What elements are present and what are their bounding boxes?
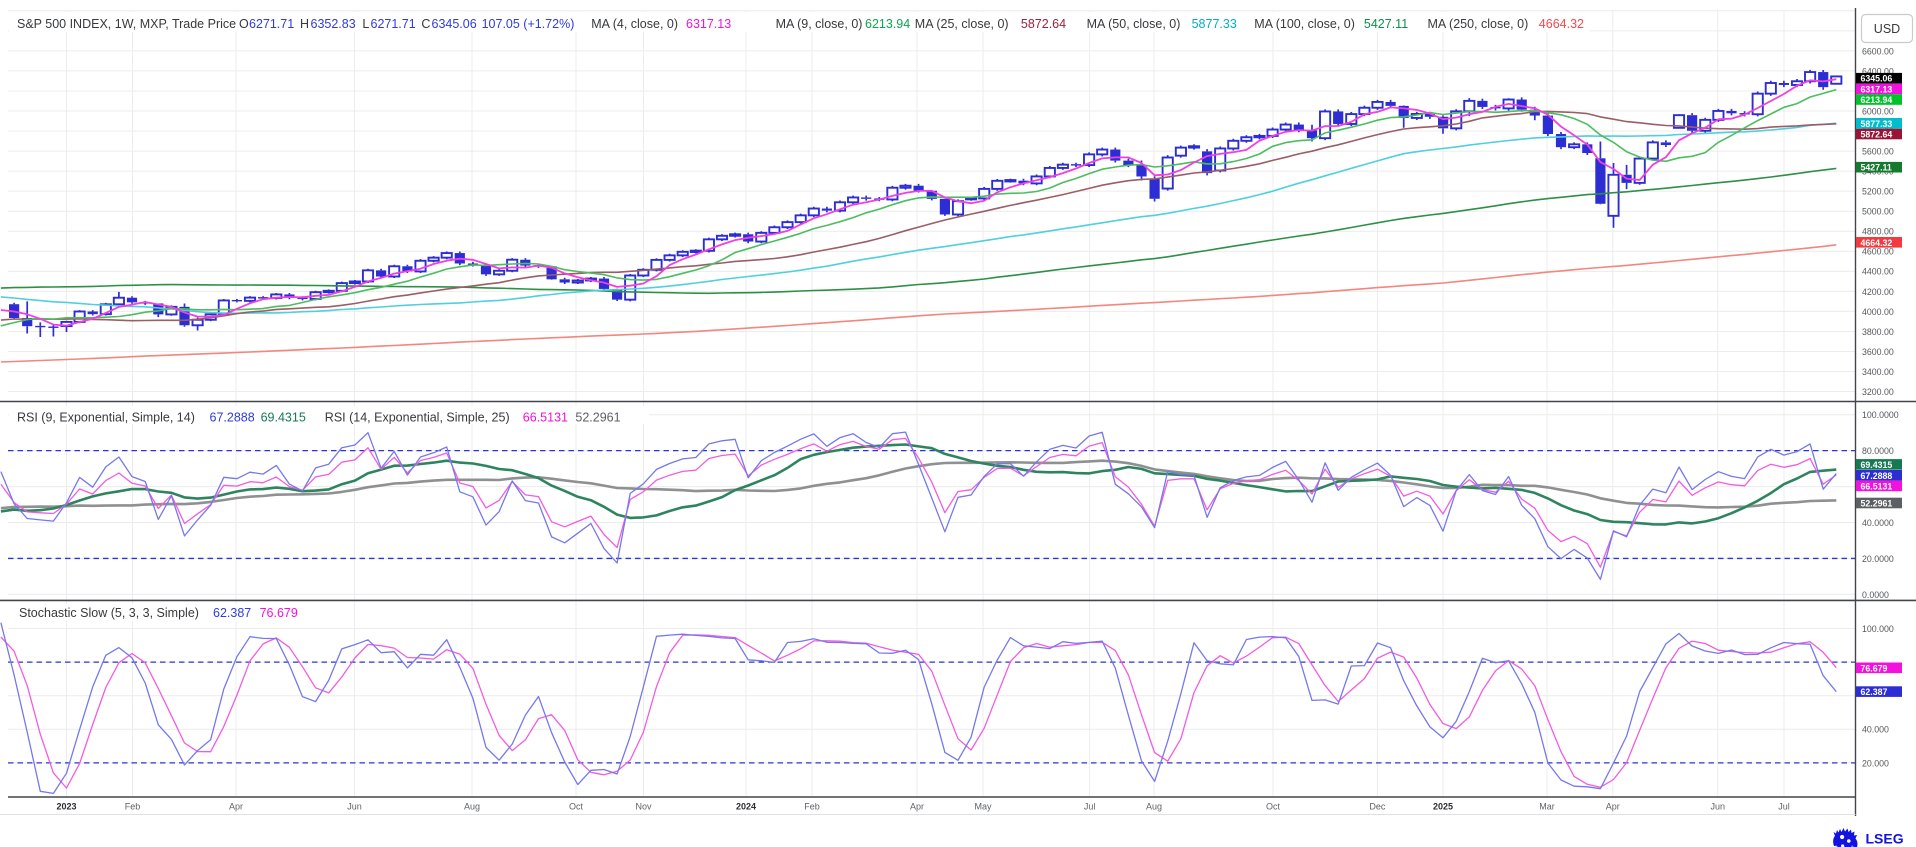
svg-text:4400.00: 4400.00	[1862, 267, 1894, 277]
svg-text:MA (100, close, 0): MA (100, close, 0)	[1254, 17, 1355, 31]
svg-text:RSI (9, Exponential, Simple, 1: RSI (9, Exponential, Simple, 14)	[17, 410, 195, 424]
svg-text:C: C	[421, 17, 430, 31]
svg-text:2023: 2023	[56, 802, 76, 812]
svg-text:Jun: Jun	[347, 802, 362, 812]
svg-text:3400.00: 3400.00	[1862, 367, 1894, 377]
svg-text:5200.00: 5200.00	[1862, 187, 1894, 197]
svg-text:MA (4, close, 0): MA (4, close, 0)	[591, 17, 678, 31]
svg-text:S&P 500 INDEX, 1W, MXP, Trade: S&P 500 INDEX, 1W, MXP, Trade Price	[17, 17, 236, 31]
svg-text:66.5131: 66.5131	[523, 410, 568, 424]
svg-text:6213.94: 6213.94	[1861, 95, 1893, 105]
svg-text:6345.06: 6345.06	[432, 17, 477, 31]
svg-text:LSEG: LSEG	[1866, 831, 1904, 847]
svg-text:5877.33: 5877.33	[1861, 119, 1893, 129]
svg-text:100.000: 100.000	[1862, 624, 1894, 634]
svg-text:Stochastic Slow (5, 3, 3, Simp: Stochastic Slow (5, 3, 3, Simple)	[19, 606, 199, 620]
svg-text:4664.32: 4664.32	[1861, 238, 1893, 248]
svg-text:2025: 2025	[1433, 802, 1453, 812]
svg-text:MA (9, close, 0): MA (9, close, 0)	[776, 17, 863, 31]
svg-text:Oct: Oct	[569, 802, 584, 812]
svg-text:O: O	[239, 17, 249, 31]
svg-text:Apr: Apr	[229, 802, 243, 812]
svg-text:6271.71: 6271.71	[249, 17, 294, 31]
svg-text:Mar: Mar	[1539, 802, 1555, 812]
svg-text:6271.71: 6271.71	[371, 17, 416, 31]
svg-text:6213.94: 6213.94	[865, 17, 910, 31]
svg-text:62.387: 62.387	[213, 606, 251, 620]
svg-text:MA (250, close, 0): MA (250, close, 0)	[1428, 17, 1529, 31]
svg-text:MA (50, close, 0): MA (50, close, 0)	[1087, 17, 1181, 31]
svg-text:52.2961: 52.2961	[575, 410, 620, 424]
svg-text:62.387: 62.387	[1861, 687, 1888, 697]
svg-text:3200.00: 3200.00	[1862, 387, 1894, 397]
svg-text:Apr: Apr	[1606, 802, 1620, 812]
svg-text:5427.11: 5427.11	[1364, 17, 1408, 31]
svg-text:Nov: Nov	[635, 802, 652, 812]
svg-text:66.5131: 66.5131	[1861, 481, 1893, 491]
svg-text:6600.00: 6600.00	[1862, 46, 1894, 56]
svg-text:20.0000: 20.0000	[1862, 554, 1894, 564]
svg-text:Jul: Jul	[1084, 802, 1096, 812]
svg-text:67.2888: 67.2888	[1861, 471, 1893, 481]
svg-text:May: May	[974, 802, 992, 812]
svg-text:L: L	[362, 17, 369, 31]
svg-text:4664.32: 4664.32	[1539, 17, 1584, 31]
svg-text:Dec: Dec	[1369, 802, 1386, 812]
svg-text:6352.83: 6352.83	[311, 17, 356, 31]
svg-text:MA (25, close, 0): MA (25, close, 0)	[915, 17, 1009, 31]
svg-text:H: H	[300, 17, 309, 31]
svg-text:2024: 2024	[736, 802, 756, 812]
svg-text:6000.00: 6000.00	[1862, 106, 1894, 116]
svg-text:5872.64: 5872.64	[1021, 17, 1066, 31]
svg-text:3600.00: 3600.00	[1862, 347, 1894, 357]
svg-text:5427.11: 5427.11	[1861, 163, 1892, 173]
svg-text:3800.00: 3800.00	[1862, 327, 1894, 337]
svg-text:Feb: Feb	[125, 802, 141, 812]
svg-text:4800.00: 4800.00	[1862, 227, 1894, 237]
svg-text:Jul: Jul	[1778, 802, 1790, 812]
svg-text:52.2961: 52.2961	[1861, 499, 1893, 509]
svg-text:4600.00: 4600.00	[1862, 247, 1894, 257]
svg-text:76.679: 76.679	[260, 606, 298, 620]
svg-text:6317.13: 6317.13	[1861, 84, 1893, 94]
svg-text:5877.33: 5877.33	[1192, 17, 1237, 31]
svg-text:69.4315: 69.4315	[261, 410, 306, 424]
svg-text:40.000: 40.000	[1862, 725, 1889, 735]
svg-text:40.0000: 40.0000	[1862, 518, 1894, 528]
svg-text:76.679: 76.679	[1861, 663, 1888, 673]
svg-text:80.0000: 80.0000	[1862, 446, 1894, 456]
svg-text:4200.00: 4200.00	[1862, 287, 1894, 297]
svg-text:67.2888: 67.2888	[210, 410, 255, 424]
svg-text:6400.00: 6400.00	[1862, 66, 1894, 76]
svg-text:6317.13: 6317.13	[686, 17, 731, 31]
svg-text:69.4315: 69.4315	[1861, 460, 1893, 470]
svg-text:Aug: Aug	[1146, 802, 1162, 812]
svg-text:USD: USD	[1874, 22, 1900, 36]
svg-text:RSI (14, Exponential, Simple,: RSI (14, Exponential, Simple, 25)	[325, 410, 510, 424]
svg-text:5600.00: 5600.00	[1862, 147, 1894, 157]
svg-text:Apr: Apr	[910, 802, 924, 812]
svg-text:0.0000: 0.0000	[1862, 590, 1889, 600]
svg-text:Jun: Jun	[1710, 802, 1725, 812]
svg-text:20.000: 20.000	[1862, 758, 1889, 768]
svg-text:100.0000: 100.0000	[1862, 410, 1899, 420]
svg-text:6345.06: 6345.06	[1861, 74, 1893, 84]
svg-text:107.05 (+1.72%): 107.05 (+1.72%)	[482, 17, 575, 31]
svg-text:4000.00: 4000.00	[1862, 307, 1894, 317]
svg-text:5872.64: 5872.64	[1861, 130, 1893, 140]
svg-text:Oct: Oct	[1266, 802, 1281, 812]
svg-text:5000.00: 5000.00	[1862, 207, 1894, 217]
svg-text:Aug: Aug	[464, 802, 480, 812]
svg-text:Feb: Feb	[804, 802, 820, 812]
